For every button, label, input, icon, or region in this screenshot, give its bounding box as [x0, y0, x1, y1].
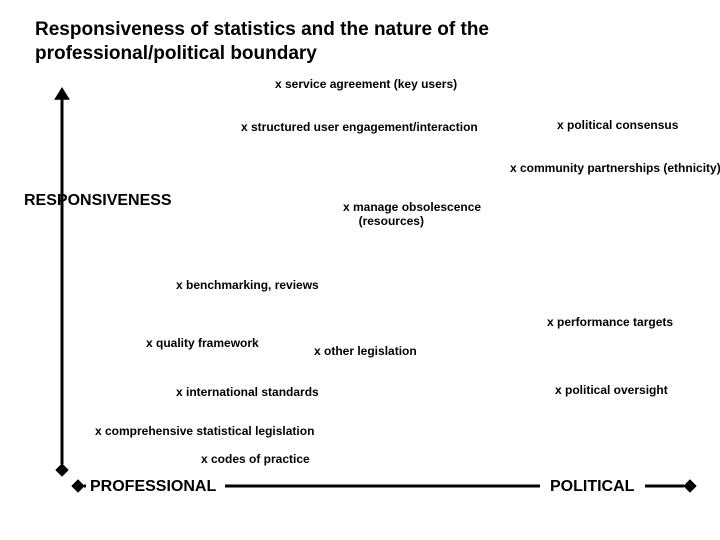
scatter-item: x codes of practice — [201, 452, 310, 466]
scatter-item: x international standards — [176, 385, 319, 399]
scatter-item: x comprehensive statistical legislation — [95, 424, 314, 438]
scatter-item: x political consensus — [557, 118, 678, 132]
scatter-item: x service agreement (key users) — [275, 77, 457, 91]
scatter-item: x performance targets — [547, 315, 673, 329]
scatter-item: x community partnerships (ethnicity) — [510, 161, 720, 175]
scatter-item: x manage obsolescence(resources) — [343, 200, 481, 228]
scatter-item: x benchmarking, reviews — [176, 278, 319, 292]
scatter-item: x quality framework — [146, 336, 259, 350]
scatter-item: x political oversight — [555, 383, 668, 397]
scatter-item: x other legislation — [314, 344, 417, 358]
scatter-item: x structured user engagement/interaction — [241, 120, 478, 134]
